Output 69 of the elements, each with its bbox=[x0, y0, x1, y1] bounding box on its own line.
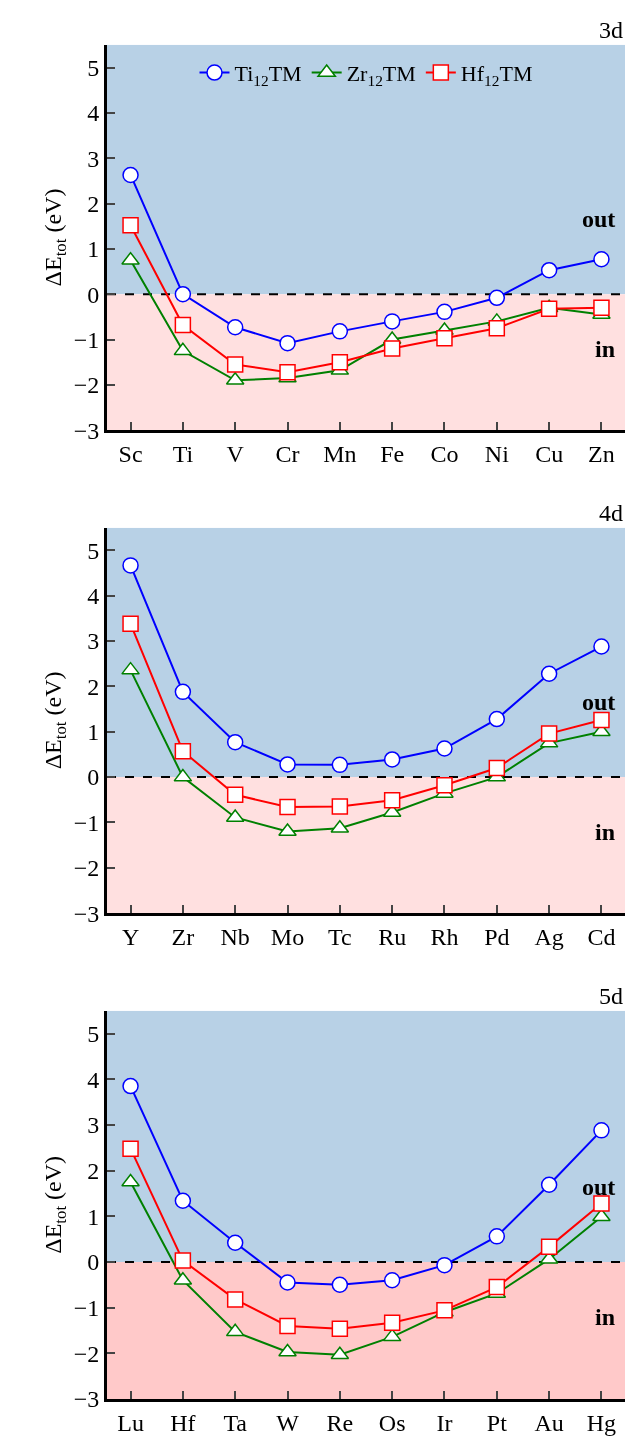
legend-label: Zr$_{12}$TM bbox=[346, 61, 416, 89]
x-tick-label: Au bbox=[534, 1409, 564, 1436]
x-tick-label: Mn bbox=[323, 440, 357, 467]
chart-title: 5d bbox=[599, 983, 623, 1009]
x-tick-label: Zr bbox=[171, 923, 195, 950]
x-tick-label: Mo bbox=[270, 923, 305, 950]
y-tick-label: 1 bbox=[87, 1203, 100, 1230]
x-tick-label: Pt bbox=[486, 1409, 508, 1436]
y-tick-label: 2 bbox=[87, 673, 100, 700]
y-tick-label: −3 bbox=[73, 417, 100, 444]
x-tick-label: Tc bbox=[328, 923, 352, 950]
band-label: in bbox=[595, 336, 616, 362]
y-tick-label: 2 bbox=[87, 190, 100, 217]
legend-label: Hf$_{12}$TM bbox=[460, 61, 533, 89]
y-tick-label: −1 bbox=[73, 809, 100, 836]
x-tick-label: W bbox=[276, 1409, 300, 1436]
y-tick-label: 1 bbox=[87, 719, 100, 746]
band-label: in bbox=[595, 1304, 616, 1330]
y-tick-label: 0 bbox=[87, 281, 100, 308]
x-tick-label: Ni bbox=[484, 440, 510, 467]
x-tick-label: Re bbox=[326, 1409, 354, 1436]
x-tick-label: Hg bbox=[586, 1409, 617, 1436]
y-tick-label: 0 bbox=[87, 764, 100, 791]
x-tick-label: Nb bbox=[220, 923, 250, 950]
x-tick-label: Ag bbox=[534, 923, 564, 950]
chart-title: 3d bbox=[599, 17, 623, 43]
x-tick-label: Cu bbox=[535, 440, 564, 467]
band-label: in bbox=[595, 819, 616, 845]
y-tick-label: −2 bbox=[73, 1340, 100, 1367]
band-label: out bbox=[582, 1174, 616, 1200]
y-tick-label: 2 bbox=[87, 1157, 100, 1184]
chart-title: 4d bbox=[599, 500, 623, 526]
y-tick-label: −2 bbox=[73, 855, 100, 882]
x-tick-label: Sc bbox=[118, 440, 143, 467]
y-tick-label: 3 bbox=[87, 1112, 100, 1139]
x-tick-label: Y bbox=[121, 923, 140, 950]
y-tick-label: −1 bbox=[73, 326, 100, 353]
y-tick-label: 5 bbox=[87, 537, 100, 564]
x-tick-label: Cr bbox=[275, 440, 300, 467]
x-tick-label: Ir bbox=[436, 1409, 453, 1436]
x-tick-label: Ta bbox=[223, 1409, 248, 1436]
y-tick-label: 4 bbox=[87, 100, 100, 127]
x-tick-label: Lu bbox=[117, 1409, 144, 1436]
y-tick-label: 5 bbox=[87, 1020, 100, 1047]
y-tick-label: −3 bbox=[73, 900, 100, 927]
y-tick-label: −2 bbox=[73, 372, 100, 399]
x-tick-label: Cd bbox=[587, 923, 616, 950]
y-tick-label: 0 bbox=[87, 1249, 100, 1276]
band-label: out bbox=[582, 689, 616, 715]
x-tick-label: Co bbox=[430, 440, 459, 467]
y-tick-label: 3 bbox=[87, 145, 100, 172]
x-tick-label: Pd bbox=[484, 923, 510, 950]
x-tick-label: Os bbox=[378, 1409, 406, 1436]
x-tick-label: Ru bbox=[378, 923, 407, 950]
x-tick-label: Ti bbox=[172, 440, 194, 467]
y-tick-label: −1 bbox=[73, 1295, 100, 1322]
x-tick-label: Rh bbox=[430, 923, 459, 950]
x-tick-label: Hf bbox=[170, 1409, 196, 1436]
x-tick-label: Zn bbox=[588, 440, 615, 467]
y-tick-label: 3 bbox=[87, 628, 100, 655]
band-label: out bbox=[582, 206, 616, 232]
x-tick-label: V bbox=[226, 440, 245, 467]
y-tick-label: 1 bbox=[87, 236, 100, 263]
y-tick-label: −3 bbox=[73, 1386, 100, 1413]
y-tick-label: 5 bbox=[87, 54, 100, 81]
legend-label: Ti$_{12}$TM bbox=[234, 61, 302, 89]
y-tick-label: 4 bbox=[87, 583, 100, 610]
y-tick-label: 4 bbox=[87, 1066, 100, 1093]
x-tick-label: Fe bbox=[380, 440, 405, 467]
